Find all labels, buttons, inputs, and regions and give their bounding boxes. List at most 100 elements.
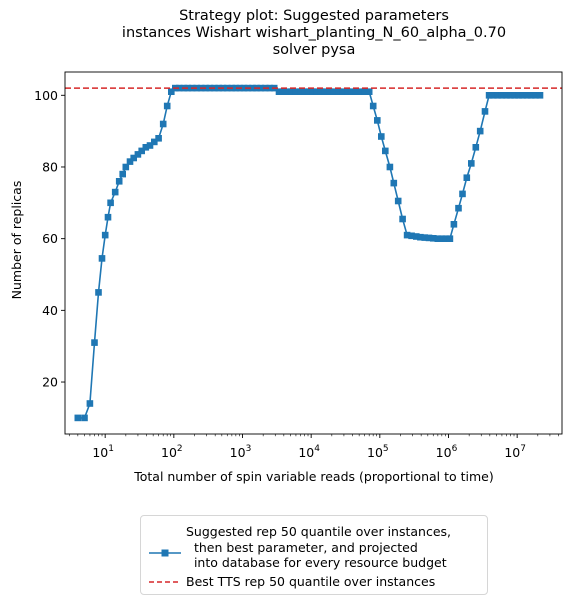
data-point-marker bbox=[532, 92, 539, 99]
data-point-marker bbox=[390, 179, 398, 187]
chart-title: Strategy plot: Suggested parameters inst… bbox=[65, 8, 563, 59]
data-point-marker bbox=[523, 92, 531, 99]
data-point-marker bbox=[126, 158, 134, 165]
data-point-marker bbox=[459, 190, 466, 198]
x-tick-label: 104 bbox=[298, 444, 320, 460]
x-tick-label: 106 bbox=[436, 444, 458, 460]
data-point-marker bbox=[155, 135, 162, 142]
data-point-marker bbox=[455, 204, 462, 212]
data-point-marker bbox=[519, 92, 526, 99]
data-point-marker bbox=[344, 88, 351, 95]
data-point-marker bbox=[378, 133, 385, 140]
data-point-marker bbox=[430, 235, 437, 242]
data-point-marker bbox=[494, 92, 501, 99]
data-point-marker bbox=[365, 88, 373, 95]
data-point-marker bbox=[119, 170, 126, 178]
data-point-marker bbox=[386, 163, 394, 171]
data-point-marker bbox=[450, 221, 458, 228]
data-point-marker bbox=[107, 199, 114, 207]
data-point-marker bbox=[91, 339, 98, 346]
data-point-marker bbox=[279, 88, 287, 95]
plot-frame bbox=[64, 71, 563, 435]
data-point-marker bbox=[317, 88, 325, 95]
x-tick-label: 101 bbox=[92, 444, 114, 460]
data-point-marker bbox=[515, 92, 522, 99]
data-point-marker bbox=[81, 414, 88, 422]
data-point-marker bbox=[104, 213, 112, 221]
y-tick-label: 60 bbox=[42, 231, 58, 246]
chart-title-line: solver pysa bbox=[272, 42, 356, 58]
data-point-marker bbox=[330, 88, 338, 95]
data-point-marker bbox=[403, 231, 411, 239]
y-tick-label: 100 bbox=[34, 88, 58, 103]
legend-line-marker-swatch bbox=[149, 549, 181, 557]
data-point-marker bbox=[275, 88, 283, 95]
y-tick-label: 80 bbox=[42, 159, 58, 174]
data-point-marker bbox=[159, 120, 167, 128]
data-point-marker bbox=[434, 235, 442, 242]
data-point-marker bbox=[257, 84, 265, 92]
data-point-marker bbox=[394, 197, 402, 205]
data-point-marker bbox=[74, 414, 82, 422]
x-tick-label: 105 bbox=[367, 444, 389, 460]
data-point-marker bbox=[249, 84, 256, 92]
data-point-marker bbox=[240, 84, 248, 92]
data-point-marker bbox=[305, 88, 312, 95]
data-point-marker bbox=[421, 234, 428, 241]
x-tick-label: 102 bbox=[161, 444, 183, 460]
y-tick-label: 40 bbox=[42, 303, 58, 318]
data-point-marker bbox=[382, 147, 389, 155]
data-point-marker bbox=[335, 88, 342, 95]
legend-label-best-tts: Best TTS rep 50 quantile over instances bbox=[186, 574, 436, 589]
chart-legend: Suggested rep 50 quantile over instances… bbox=[140, 515, 488, 595]
legend-entry-suggested: Suggested rep 50 quantile over instances… bbox=[141, 522, 487, 572]
data-point-marker bbox=[313, 88, 320, 95]
chart-title-line: Strategy plot: Suggested parameters bbox=[179, 8, 449, 24]
data-point-marker bbox=[321, 88, 329, 95]
data-point-marker bbox=[361, 88, 368, 95]
data-point-marker bbox=[309, 88, 316, 95]
data-point-marker bbox=[301, 88, 308, 95]
legend-label-line: Suggested rep 50 quantile over instances… bbox=[186, 524, 452, 539]
data-point-marker bbox=[503, 92, 510, 99]
data-point-marker bbox=[134, 151, 142, 158]
data-point-marker bbox=[122, 163, 130, 171]
data-point-marker bbox=[101, 231, 109, 239]
data-point-marker bbox=[168, 88, 175, 95]
data-point-marker bbox=[476, 127, 484, 135]
legend-dashed-swatch bbox=[149, 581, 181, 583]
data-point-marker bbox=[292, 88, 300, 95]
data-point-marker bbox=[498, 92, 506, 99]
data-point-marker bbox=[490, 92, 497, 99]
y-axis-label: Number of replicas bbox=[9, 181, 24, 300]
data-point-marker bbox=[176, 84, 183, 92]
data-point-marker bbox=[408, 232, 415, 240]
legend-label-line: into database for every resource budget bbox=[186, 555, 447, 570]
data-point-marker bbox=[232, 84, 240, 92]
data-point-marker bbox=[115, 178, 123, 185]
data-point-marker bbox=[463, 174, 471, 181]
data-point-marker bbox=[399, 215, 406, 223]
data-point-marker bbox=[511, 92, 518, 99]
x-axis-label: Total number of spin variable reads (pro… bbox=[133, 469, 494, 484]
data-point-marker bbox=[163, 102, 171, 110]
data-point-marker bbox=[417, 233, 424, 241]
data-point-marker bbox=[130, 154, 137, 162]
data-point-marker bbox=[413, 233, 420, 240]
x-tick-label: 107 bbox=[504, 444, 526, 460]
data-point-marker bbox=[95, 289, 102, 296]
data-point-marker bbox=[146, 142, 154, 149]
data-point-marker bbox=[369, 102, 377, 110]
data-point-marker bbox=[481, 108, 489, 115]
data-point-marker bbox=[536, 92, 544, 99]
data-point-marker bbox=[527, 92, 535, 99]
data-point-marker bbox=[357, 88, 364, 95]
data-point-marker bbox=[86, 400, 94, 407]
x-tick-label: 103 bbox=[230, 444, 252, 460]
data-point-marker bbox=[326, 88, 333, 95]
chart-title-line: instances Wishart wishart_planting_N_60_… bbox=[121, 25, 507, 41]
data-point-marker bbox=[111, 188, 119, 196]
series-line-suggested bbox=[77, 87, 540, 419]
y-tick-label: 20 bbox=[42, 375, 58, 390]
